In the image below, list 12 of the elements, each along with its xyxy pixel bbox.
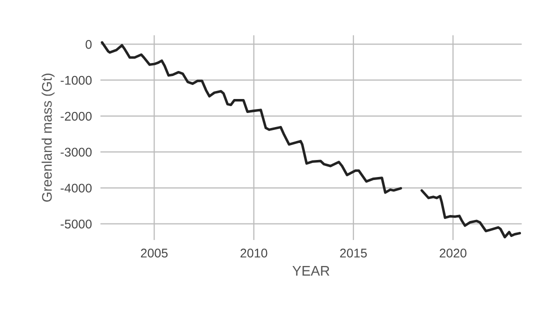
x-tick-label: 2015 — [340, 248, 367, 258]
y-tick-label: -2000 — [60, 112, 92, 121]
y-tick-label: -3000 — [60, 148, 92, 157]
x-tick-label: 2020 — [440, 248, 466, 258]
y-axis-title: Greenland mass (Gt) — [42, 74, 55, 202]
x-axis-title: YEAR — [292, 266, 330, 276]
y-tick-label: -5000 — [60, 220, 92, 228]
x-tick-label: 2010 — [240, 248, 268, 258]
y-tick-label: 0 — [86, 40, 92, 49]
y-tick-label: -4000 — [60, 184, 92, 193]
y-tick-label: -1000 — [60, 76, 92, 85]
x-tick-label: 2005 — [140, 248, 168, 258]
